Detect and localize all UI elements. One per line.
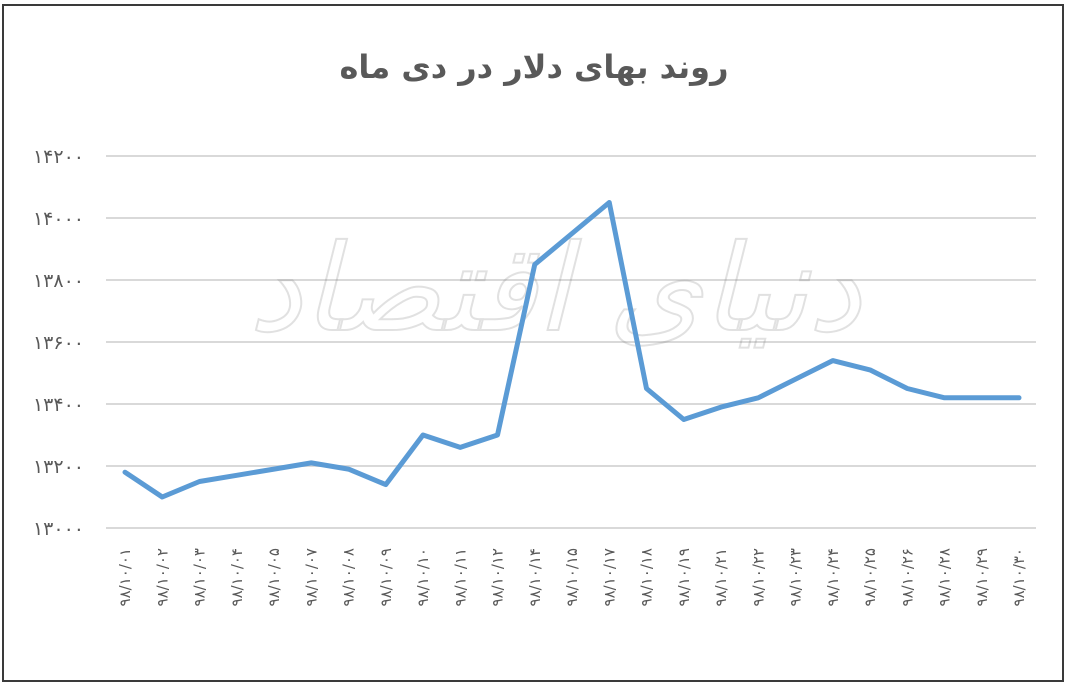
- x-tick-label: ۹۸/۱۰/۰۵: [265, 548, 283, 606]
- x-tick-label: ۹۸/۱۰/۰۸: [340, 548, 358, 606]
- data-point: [122, 469, 128, 475]
- data-point: [942, 395, 948, 401]
- series-group: [122, 200, 1022, 500]
- chart-title: روند بهای دلار در دی ماه: [339, 48, 729, 86]
- data-point: [867, 367, 873, 373]
- y-tick-label: ۱۴۰۰۰: [33, 208, 84, 230]
- data-point: [644, 386, 650, 392]
- x-tick-label: ۹۸/۱۰/۱۲: [489, 548, 507, 606]
- y-tick-label: ۱۳۴۰۰: [33, 394, 84, 416]
- watermark: دنیای اقتصاد: [248, 219, 863, 360]
- x-tick-label: ۹۸/۱۰/۲۹: [973, 548, 991, 606]
- x-tick-label: ۹۸/۱۰/۱۸: [638, 548, 656, 606]
- x-tick-label: ۹۸/۱۰/۱۱: [451, 548, 469, 606]
- data-point: [346, 466, 352, 472]
- data-point: [718, 404, 724, 410]
- data-point: [979, 395, 985, 401]
- x-tick-label: ۹۸/۱۰/۲۴: [824, 548, 842, 606]
- data-point: [383, 482, 389, 488]
- data-point: [234, 472, 240, 478]
- data-point: [904, 386, 910, 392]
- x-tick-label: ۹۸/۱۰/۱۰: [414, 548, 432, 606]
- data-point: [457, 444, 463, 450]
- x-tick-label: ۹۸/۱۰/۰۷: [302, 548, 320, 606]
- data-point: [271, 466, 277, 472]
- data-point: [606, 200, 612, 206]
- y-axis: ۱۳۰۰۰ ۱۳۲۰۰ ۱۳۴۰۰ ۱۳۶۰۰ ۱۳۸۰۰ ۱۴۰۰۰ ۱۴۲۰۰: [33, 146, 84, 540]
- x-tick-label: ۹۸/۱۰/۲۶: [898, 548, 916, 606]
- x-tick-label: ۹۸/۱۰/۰۴: [228, 548, 246, 606]
- data-point: [569, 231, 575, 237]
- x-tick-label: ۹۸/۱۰/۲۸: [936, 548, 954, 606]
- data-point: [420, 432, 426, 438]
- x-tick-label: ۹۸/۱۰/۲۳: [787, 548, 805, 606]
- data-point: [532, 262, 538, 268]
- data-point: [495, 432, 501, 438]
- data-point: [308, 460, 314, 466]
- x-tick-label: ۹۸/۱۰/۰۳: [191, 548, 209, 606]
- x-tick-label: ۹۸/۱۰/۲۵: [861, 548, 879, 606]
- x-tick-label: ۹۸/۱۰/۳۰: [1010, 548, 1028, 606]
- data-point: [755, 395, 761, 401]
- x-axis: ۹۸/۱۰/۰۱ ۹۸/۱۰/۰۲ ۹۸/۱۰/۰۳ ۹۸/۱۰/۰۴ ۹۸/۱۰/۰۵…: [116, 548, 1028, 606]
- x-tick-label: ۹۸/۱۰/۰۹: [377, 548, 395, 606]
- y-tick-label: ۱۳۸۰۰: [33, 270, 84, 292]
- data-point: [1016, 395, 1022, 401]
- x-tick-label: ۹۸/۱۰/۱۹: [675, 548, 693, 606]
- data-point: [197, 479, 203, 485]
- gridlines: [106, 155, 1036, 529]
- y-tick-label: ۱۳۲۰۰: [33, 456, 84, 478]
- y-tick-label: ۱۴۲۰۰: [33, 146, 84, 168]
- x-tick-label: ۹۸/۱۰/۲۱: [712, 548, 730, 606]
- data-point: [793, 376, 799, 382]
- x-tick-label: ۹۸/۱۰/۱۵: [563, 548, 581, 606]
- x-tick-label: ۹۸/۱۰/۱۴: [526, 548, 544, 606]
- watermark-logo: دنیای اقتصاد: [249, 220, 862, 359]
- x-tick-label: ۹۸/۱۰/۲۲: [749, 548, 767, 606]
- data-point: [681, 417, 687, 423]
- x-tick-label: ۹۸/۱۰/۱۷: [600, 548, 618, 606]
- x-tick-label: ۹۸/۱۰/۰۱: [116, 548, 134, 606]
- data-point: [159, 494, 165, 500]
- x-tick-label: ۹۸/۱۰/۰۲: [153, 548, 171, 606]
- data-point: [830, 358, 836, 364]
- y-tick-label: ۱۳۰۰۰: [33, 518, 84, 540]
- series-line: [122, 200, 1022, 500]
- y-tick-label: ۱۳۶۰۰: [33, 332, 84, 354]
